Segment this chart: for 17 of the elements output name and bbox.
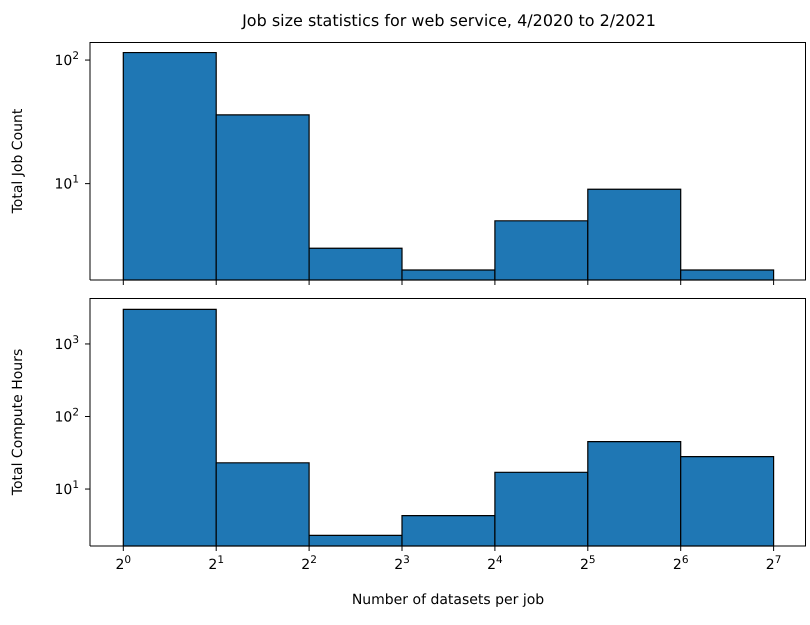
x-axis-title: Number of datasets per job — [350, 592, 546, 608]
y-tick-label: 10$^{3}$ — [54, 334, 79, 353]
x-tick-label: 2$^{1}$ — [208, 554, 224, 573]
y-tick-label: 10$^{2}$ — [54, 50, 79, 70]
x-tick-label: 2$^{2}$ — [301, 554, 317, 573]
chart-title: Job size statistics for web service, 4/2020 to 2/2021 — [240, 10, 657, 32]
x-tick-label: 2$^{7}$ — [766, 554, 782, 573]
x-tick-label: 2$^{6}$ — [672, 554, 689, 573]
x-tick-label: 2$^{3}$ — [394, 554, 410, 573]
y-axis-title: Total Compute Hours — [10, 348, 26, 496]
y-tick-label: 10$^{1}$ — [54, 479, 79, 498]
x-tick-label: 2$^{5}$ — [580, 554, 596, 573]
x-tick-label: 2$^{4}$ — [487, 554, 504, 573]
x-tick-label: 2$^{0}$ — [115, 554, 132, 573]
y-tick-label: 10$^{2}$ — [54, 406, 79, 426]
y-axis-title: Total Job Count — [10, 108, 26, 214]
y-tick-label: 10$^{1}$ — [54, 174, 79, 193]
